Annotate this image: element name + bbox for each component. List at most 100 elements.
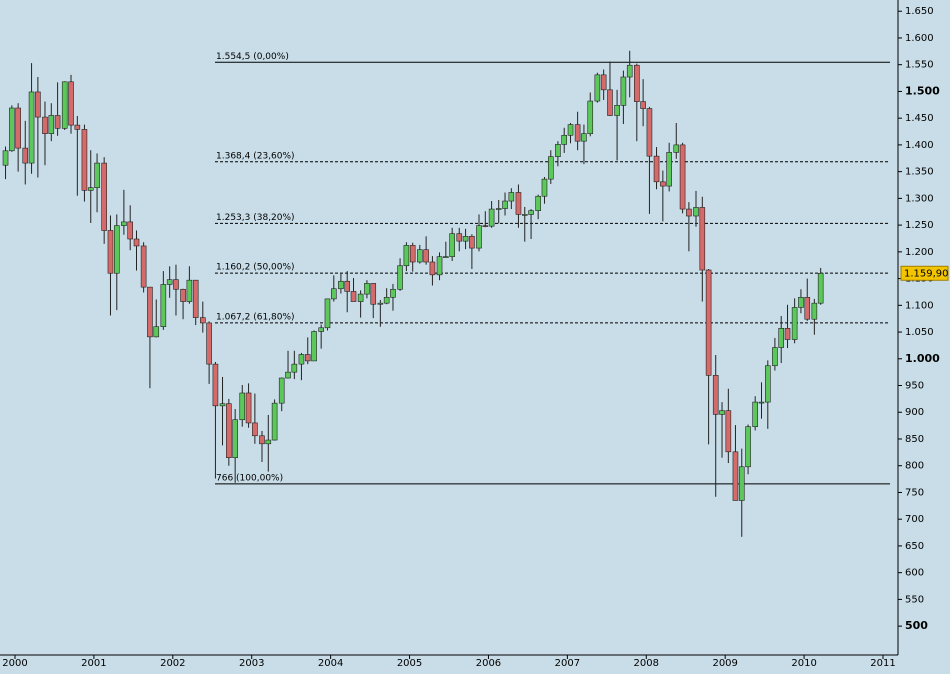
x-tick-label: 2008 — [634, 658, 659, 669]
candle-body — [22, 147, 29, 164]
candle-body — [42, 116, 48, 134]
candle-body — [469, 236, 475, 249]
candle-body — [429, 261, 436, 276]
last-price-box — [900, 265, 949, 281]
y-tick-label: 1.500 — [905, 84, 940, 97]
candle-body — [567, 124, 574, 136]
candle-body — [311, 331, 317, 362]
candle-body — [804, 296, 811, 320]
candle-body — [180, 288, 186, 302]
y-tick-label: 1.550 — [905, 60, 934, 71]
candle-body — [81, 129, 88, 191]
candle-body — [113, 225, 120, 274]
candle-body — [587, 100, 594, 134]
candle-body — [417, 249, 423, 263]
candle-body — [607, 89, 613, 116]
candle-body — [390, 288, 396, 298]
candle-body — [423, 249, 429, 263]
candle-body — [495, 208, 502, 210]
candle-body — [206, 322, 212, 365]
candle-body — [54, 115, 61, 129]
candle-body — [693, 207, 699, 217]
candle-body — [502, 200, 508, 209]
candle-body — [745, 426, 751, 468]
x-tick-label: 2003 — [239, 658, 264, 669]
y-tick-label: 1.100 — [905, 300, 934, 311]
candle-body — [653, 155, 660, 183]
y-tick-label: 700 — [905, 514, 924, 525]
y-tick-label: 500 — [905, 619, 928, 632]
x-tick-label: 2002 — [160, 658, 185, 669]
candle-body — [173, 279, 179, 290]
candle-body — [712, 375, 719, 415]
candle-body — [35, 91, 41, 118]
y-tick-label: 1.450 — [905, 113, 934, 124]
candle-body — [660, 181, 666, 187]
candle-body — [462, 236, 469, 242]
y-tick-label: 950 — [905, 381, 924, 392]
candle-body — [515, 192, 522, 215]
candle-body — [764, 365, 771, 403]
candle-body — [738, 466, 745, 501]
y-tick-label: 800 — [905, 461, 924, 472]
candle-body — [482, 225, 489, 227]
candle-body — [285, 371, 291, 379]
candle-body — [68, 81, 74, 126]
candle-body — [436, 256, 443, 276]
candle-body — [699, 207, 706, 271]
candle-body — [2, 150, 9, 166]
candle-body — [508, 192, 515, 202]
candle-body — [666, 152, 672, 187]
candle-body — [620, 76, 627, 106]
candle-body — [338, 280, 344, 290]
candle-body — [679, 144, 686, 210]
candle-body — [732, 451, 739, 501]
candle-body — [265, 439, 272, 445]
candle-body — [15, 107, 21, 149]
candle-body — [147, 286, 153, 338]
candle-body — [772, 347, 778, 367]
x-tick-label: 2011 — [870, 658, 895, 669]
candle-body — [107, 230, 114, 274]
candle-body — [74, 124, 81, 130]
candle-body — [212, 363, 219, 407]
candle-body — [581, 133, 587, 142]
candle-body — [87, 187, 94, 191]
candle-body — [758, 401, 765, 404]
y-tick-label: 1.250 — [905, 220, 934, 231]
candle-body — [686, 208, 692, 217]
candle-body — [626, 64, 633, 78]
candle-body — [186, 279, 193, 302]
candle-body — [383, 296, 390, 304]
y-tick-label: 1.000 — [905, 352, 940, 365]
candle-body — [298, 354, 305, 365]
candle-body — [48, 115, 55, 134]
candle-body — [634, 64, 640, 102]
candle-body — [330, 288, 337, 300]
fib-label: 1.067,2 (61,80%) — [216, 312, 295, 322]
candle-body — [291, 363, 298, 373]
candle-body — [456, 233, 463, 242]
y-tick-label: 600 — [905, 568, 924, 579]
candle-body — [324, 298, 331, 329]
candle-body — [403, 245, 410, 267]
candle-body — [555, 144, 561, 157]
fib-label: 766 (100,00%) — [216, 473, 283, 483]
candle-body — [377, 302, 384, 305]
y-tick-label: 1.400 — [905, 140, 934, 151]
candle-body — [219, 403, 226, 407]
y-tick-label: 1.600 — [905, 33, 934, 44]
candle-body — [101, 162, 107, 231]
candle-body — [28, 91, 35, 164]
candle-body — [9, 107, 15, 152]
x-tick-label: 2010 — [791, 658, 816, 669]
x-tick-label: 2000 — [2, 658, 27, 669]
candle-body — [449, 233, 455, 257]
candle-body — [271, 402, 278, 441]
candle-body — [719, 410, 725, 415]
candle-body — [153, 326, 160, 338]
candle-body — [784, 328, 791, 340]
candle-body — [350, 291, 357, 302]
x-tick-label: 2005 — [397, 658, 422, 669]
